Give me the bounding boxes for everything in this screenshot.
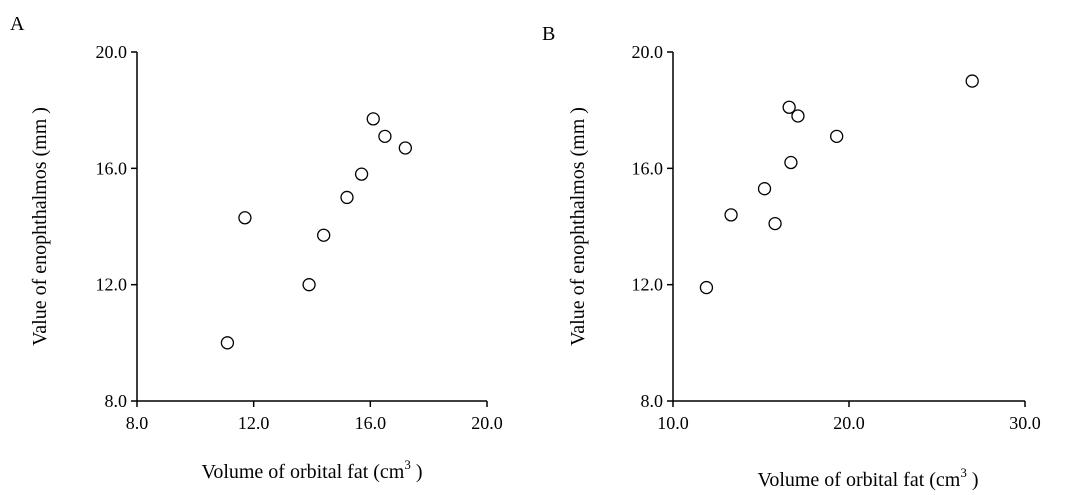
y-tick-label: 16.0 bbox=[96, 158, 128, 178]
chart-panel-b: B 8.0 12.0 16.0 20.0 10.0 20.0 30.0 Value of eno… bbox=[542, 23, 1041, 491]
x-axis-title-text: Volume of orbital fat (cm bbox=[757, 469, 960, 491]
x-axis-title-text: Volume of orbital fat (cm bbox=[201, 461, 404, 483]
data-point bbox=[791, 109, 805, 123]
y-tick-label: 20.0 bbox=[96, 42, 128, 62]
data-point bbox=[398, 141, 412, 155]
y-tick-label: 20.0 bbox=[632, 42, 664, 62]
data-point bbox=[965, 74, 979, 88]
data-point bbox=[784, 155, 798, 170]
data-point bbox=[238, 211, 252, 225]
data-point bbox=[768, 216, 782, 231]
x-tick-label: 10.0 bbox=[657, 413, 689, 433]
data-point bbox=[366, 112, 380, 126]
y-tick-label: 12.0 bbox=[632, 275, 664, 295]
chart-panel-a: A 8.0 12.0 16.0 20.0 8.0 12.0 16.0 20.0 Value of … bbox=[10, 13, 503, 483]
x-axis-title-superscript: 3 bbox=[404, 457, 411, 472]
data-point bbox=[354, 167, 369, 181]
panel-label: A bbox=[10, 13, 25, 35]
data-point bbox=[378, 129, 392, 143]
y-tick-label: 12.0 bbox=[96, 275, 128, 295]
data-point bbox=[302, 278, 316, 292]
data-point bbox=[220, 336, 235, 350]
x-tick-label: 20.0 bbox=[471, 413, 503, 433]
data-point bbox=[317, 228, 331, 242]
y-tick-label: 8.0 bbox=[105, 391, 128, 411]
x-axis-title-superscript: 3 bbox=[960, 465, 967, 480]
x-axis-title: Volume of orbital fat (cm3 ) bbox=[757, 465, 978, 491]
y-tick-label: 8.0 bbox=[641, 391, 664, 411]
data-point bbox=[699, 280, 714, 295]
y-axis-title: Value of enophthalmos (mm ) bbox=[567, 107, 589, 346]
x-tick-label: 20.0 bbox=[833, 413, 865, 433]
data-point bbox=[340, 190, 354, 205]
panel-label: B bbox=[542, 23, 555, 45]
x-tick-label: 8.0 bbox=[126, 413, 149, 433]
x-tick-label: 30.0 bbox=[1009, 413, 1041, 433]
y-tick-label: 16.0 bbox=[632, 158, 664, 178]
x-tick-label: 16.0 bbox=[355, 413, 387, 433]
x-tick-label: 12.0 bbox=[238, 413, 270, 433]
x-axis-title: Volume of orbital fat (cm3 ) bbox=[201, 457, 422, 483]
data-point bbox=[757, 182, 772, 196]
data-point bbox=[830, 129, 844, 143]
data-point bbox=[724, 208, 738, 222]
x-axis-title-end: ) bbox=[967, 469, 979, 491]
data-point bbox=[782, 100, 796, 114]
y-axis-title: Value of enophthalmos (mm ) bbox=[29, 107, 51, 346]
x-axis-title-end: ) bbox=[411, 461, 423, 483]
